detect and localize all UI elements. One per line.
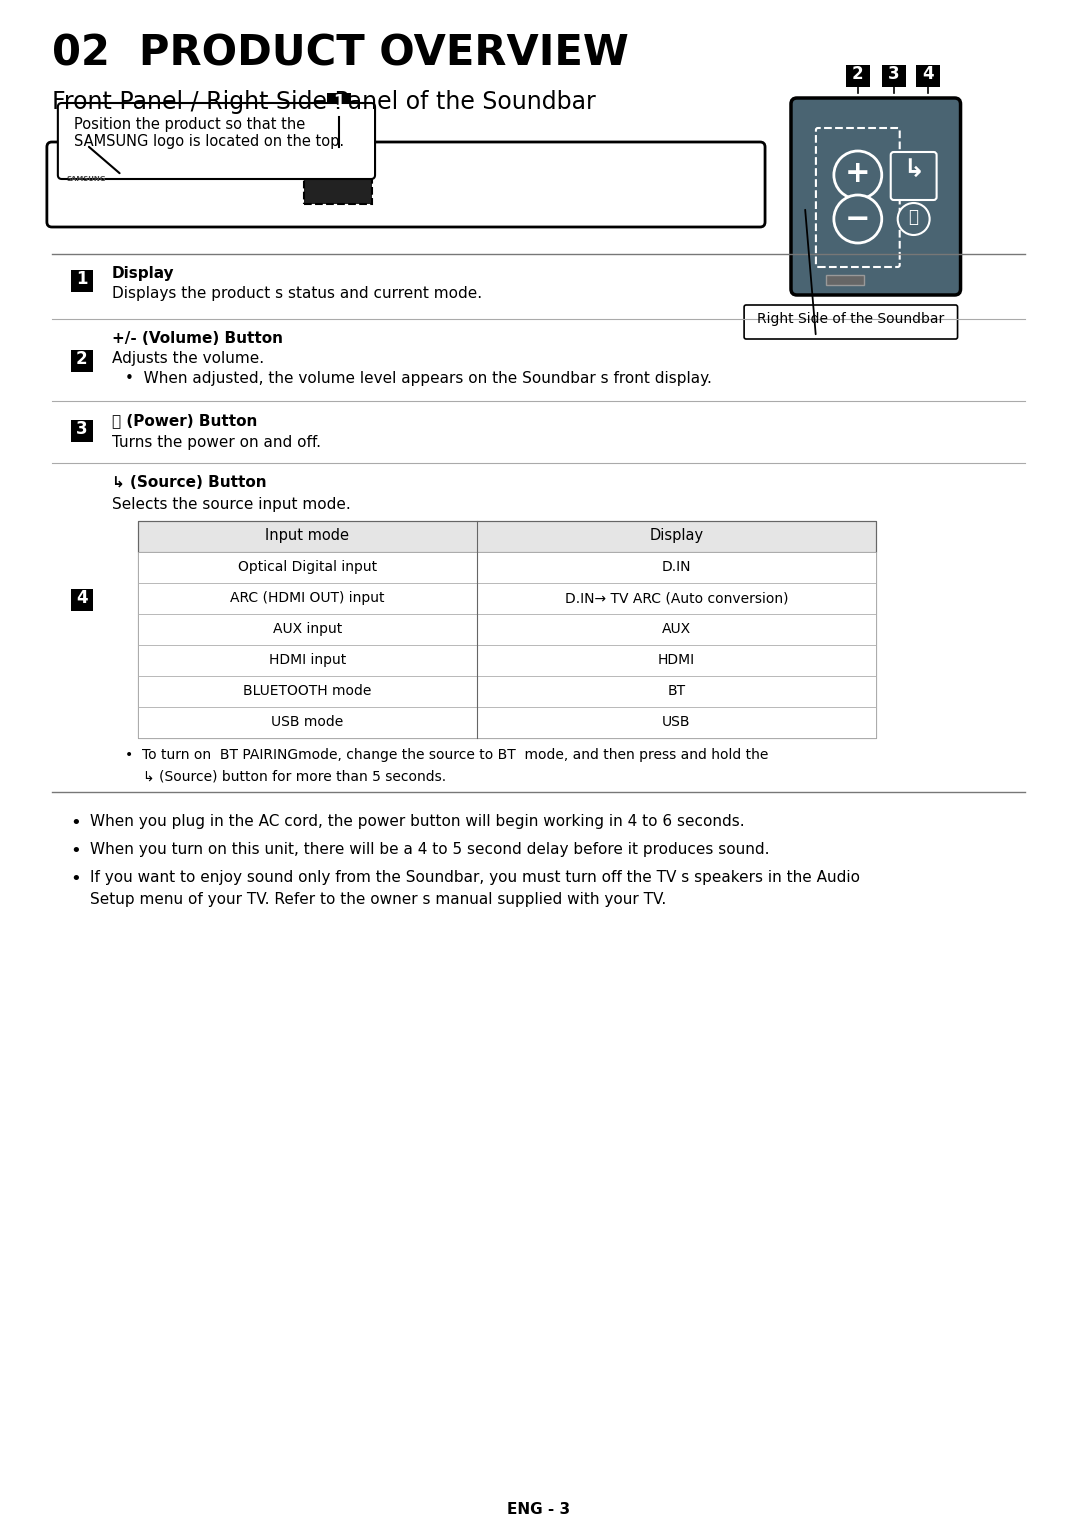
Bar bbox=[71, 588, 93, 611]
Bar bbox=[71, 270, 93, 293]
Text: •: • bbox=[70, 870, 81, 889]
FancyBboxPatch shape bbox=[791, 98, 960, 296]
Text: ↳: ↳ bbox=[903, 156, 924, 181]
Text: Position the product so that the
SAMSUNG logo is located on the top.: Position the product so that the SAMSUNG… bbox=[73, 116, 343, 150]
Text: Optical Digital input: Optical Digital input bbox=[238, 561, 377, 574]
Text: AUX: AUX bbox=[662, 622, 691, 636]
Bar bbox=[137, 552, 876, 584]
Bar bbox=[137, 706, 876, 738]
Text: ARC (HDMI OUT) input: ARC (HDMI OUT) input bbox=[230, 591, 384, 605]
Text: D.IN→ TV ARC (Auto conversion): D.IN→ TV ARC (Auto conversion) bbox=[565, 591, 788, 605]
Bar bbox=[137, 521, 876, 738]
Text: If you want to enjoy sound only from the Soundbar, you must turn off the TV s sp: If you want to enjoy sound only from the… bbox=[90, 870, 860, 885]
Circle shape bbox=[834, 195, 881, 244]
Text: •  To turn on  BT PAIRINGmode, change the source to BT  mode, and then press and: • To turn on BT PAIRINGmode, change the … bbox=[124, 748, 768, 761]
Text: D.IN: D.IN bbox=[662, 561, 691, 574]
Text: BLUETOOTH mode: BLUETOOTH mode bbox=[243, 683, 372, 699]
Text: +/- (Volume) Button: +/- (Volume) Button bbox=[111, 331, 283, 346]
Text: AUX input: AUX input bbox=[272, 622, 342, 636]
Text: Display: Display bbox=[111, 267, 174, 280]
Text: •  When adjusted, the volume level appears on the Soundbar s front display.: • When adjusted, the volume level appear… bbox=[124, 371, 712, 386]
Circle shape bbox=[834, 152, 881, 199]
Text: •: • bbox=[70, 813, 81, 832]
Circle shape bbox=[897, 204, 930, 234]
Text: When you plug in the AC cord, the power button will begin working in 4 to 6 seco: When you plug in the AC cord, the power … bbox=[90, 813, 744, 829]
Bar bbox=[137, 521, 876, 552]
Text: ⏻: ⏻ bbox=[908, 208, 919, 227]
Text: Adjusts the volume.: Adjusts the volume. bbox=[111, 351, 264, 366]
Text: ENG - 3: ENG - 3 bbox=[508, 1501, 570, 1517]
Text: 02  PRODUCT OVERVIEW: 02 PRODUCT OVERVIEW bbox=[52, 32, 629, 74]
Bar bbox=[881, 64, 906, 87]
Text: +: + bbox=[845, 159, 870, 188]
Text: Display: Display bbox=[649, 529, 703, 542]
Text: ↳ (Source) button for more than 5 seconds.: ↳ (Source) button for more than 5 second… bbox=[143, 769, 446, 783]
Text: Displays the product s status and current mode.: Displays the product s status and curren… bbox=[111, 286, 482, 300]
Bar bbox=[305, 172, 372, 204]
Text: SAMSUNG: SAMSUNG bbox=[67, 176, 106, 182]
Text: HDMI: HDMI bbox=[658, 653, 694, 666]
Text: 1: 1 bbox=[76, 270, 87, 288]
Bar bbox=[71, 349, 93, 372]
Text: ⏻ (Power) Button: ⏻ (Power) Button bbox=[111, 414, 257, 427]
Bar bbox=[327, 93, 351, 115]
Bar bbox=[137, 645, 876, 676]
Text: Right Side of the Soundbar: Right Side of the Soundbar bbox=[757, 313, 944, 326]
Bar bbox=[137, 614, 876, 645]
Bar bbox=[137, 676, 876, 706]
Bar bbox=[846, 64, 869, 87]
Bar bbox=[137, 584, 876, 614]
Text: 4: 4 bbox=[76, 588, 87, 607]
Text: 4: 4 bbox=[922, 64, 933, 83]
Text: When you turn on this unit, there will be a 4 to 5 second delay before it produc: When you turn on this unit, there will b… bbox=[90, 843, 769, 856]
Text: Input mode: Input mode bbox=[266, 529, 349, 542]
Text: •: • bbox=[70, 843, 81, 859]
Text: Front Panel / Right Side Panel of the Soundbar: Front Panel / Right Side Panel of the So… bbox=[52, 90, 595, 113]
FancyBboxPatch shape bbox=[891, 152, 936, 201]
FancyBboxPatch shape bbox=[58, 103, 375, 179]
Text: Setup menu of your TV. Refer to the owner s manual supplied with your TV.: Setup menu of your TV. Refer to the owne… bbox=[90, 892, 666, 907]
Bar bbox=[826, 276, 864, 285]
Text: USB: USB bbox=[662, 715, 690, 729]
Text: Selects the source input mode.: Selects the source input mode. bbox=[111, 496, 351, 512]
Text: BT: BT bbox=[667, 683, 686, 699]
Bar bbox=[916, 64, 940, 87]
FancyBboxPatch shape bbox=[46, 142, 765, 227]
Text: USB mode: USB mode bbox=[271, 715, 343, 729]
Text: ↳ (Source) Button: ↳ (Source) Button bbox=[111, 475, 267, 490]
Text: 2: 2 bbox=[76, 349, 87, 368]
Bar bbox=[71, 420, 93, 443]
Text: −: − bbox=[845, 205, 870, 234]
Text: 2: 2 bbox=[852, 64, 864, 83]
Text: 3: 3 bbox=[76, 420, 87, 438]
Text: HDMI input: HDMI input bbox=[269, 653, 346, 666]
Text: 3: 3 bbox=[888, 64, 900, 83]
Text: Turns the power on and off.: Turns the power on and off. bbox=[111, 435, 321, 450]
Text: 1: 1 bbox=[334, 93, 345, 110]
FancyBboxPatch shape bbox=[744, 305, 958, 339]
